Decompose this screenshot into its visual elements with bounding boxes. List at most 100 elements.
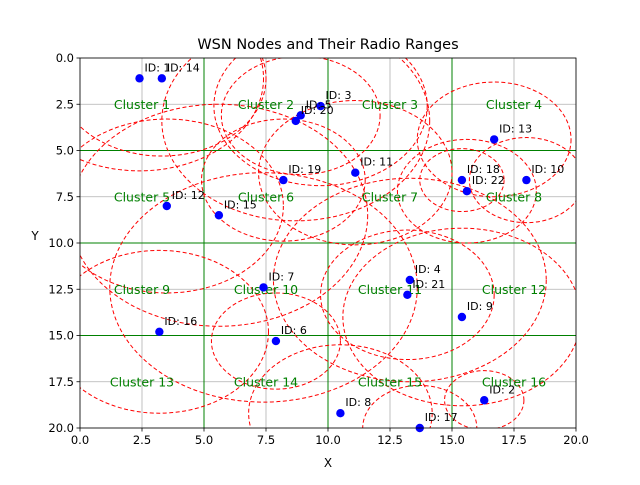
node-label: ID: 17 <box>425 411 458 424</box>
node-label: ID: 19 <box>288 163 321 176</box>
node-point <box>457 312 467 322</box>
node-label: ID: 8 <box>345 396 371 409</box>
radio-range-circle <box>396 138 537 244</box>
radio-range-circle <box>80 249 269 414</box>
y-tick-label: 0.0 <box>56 51 74 65</box>
cluster-label: Cluster 16 <box>482 374 546 389</box>
cluster-label: Cluster 4 <box>486 97 542 112</box>
radio-range-circle <box>80 58 264 172</box>
node-point <box>291 116 300 126</box>
radio-range-circle <box>80 118 284 294</box>
node-point <box>351 168 360 177</box>
cluster-label: Cluster 15 <box>358 374 422 389</box>
node-label: ID: 16 <box>164 315 197 328</box>
node-label: ID: 21 <box>412 278 445 291</box>
y-tick-label: 7.5 <box>56 190 74 204</box>
y-tick-label: 15.0 <box>48 329 74 343</box>
radio-range-circle <box>109 172 418 403</box>
x-tick-label: 10.0 <box>315 433 341 447</box>
y-tick-label: 12.5 <box>48 282 74 296</box>
node-label: ID: 13 <box>499 122 532 135</box>
radio-range-circle <box>468 137 576 224</box>
x-tick-label: 7.5 <box>257 433 275 447</box>
node-point <box>135 74 144 83</box>
node-point <box>157 74 167 83</box>
y-tick-label: 17.5 <box>48 375 74 389</box>
node-point <box>457 175 467 185</box>
x-tick-label: 20.0 <box>563 433 589 447</box>
node-point <box>403 290 412 299</box>
radio-range-circle <box>362 384 478 428</box>
y-axis-label: Y <box>30 229 39 243</box>
node-point <box>271 336 281 346</box>
radio-range-circle <box>258 100 453 246</box>
radio-range-circle <box>210 292 341 390</box>
cluster-label: Cluster 3 <box>362 97 418 112</box>
cluster-label: Cluster 6 <box>238 189 294 204</box>
chart-title: WSN Nodes and Their Radio Ranges <box>197 37 458 53</box>
y-tick-label: 20.0 <box>48 421 74 435</box>
node-label: ID: 11 <box>360 156 393 169</box>
node-point <box>405 275 415 285</box>
node-label: ID: 5 <box>306 98 332 111</box>
node-point <box>462 187 472 196</box>
node-point <box>279 175 288 185</box>
node-point <box>162 201 171 211</box>
radio-range-circle <box>80 58 267 157</box>
radio-range-circle <box>213 58 428 187</box>
node-point <box>336 409 345 418</box>
cluster-label: Cluster 7 <box>362 189 418 204</box>
radio-range-circle <box>416 81 572 198</box>
cluster-label: Cluster 1 <box>114 97 170 112</box>
node-point <box>480 396 489 405</box>
radio-range-circle <box>80 103 369 327</box>
node-point <box>296 111 305 120</box>
node-point <box>489 135 499 144</box>
cluster-label: Cluster 5 <box>114 189 170 204</box>
radio-ranges <box>80 58 576 428</box>
y-tick-label: 2.5 <box>56 97 74 111</box>
cluster-label: Cluster 9 <box>114 282 170 297</box>
node-point <box>316 101 325 111</box>
radio-range-circle <box>342 227 576 407</box>
x-tick-label: 5.0 <box>195 433 213 447</box>
node-label: ID: 20 <box>301 104 334 117</box>
radio-range-circle <box>161 58 431 222</box>
cluster-label: Cluster 12 <box>482 282 546 297</box>
node-point <box>522 175 531 185</box>
node-label: ID: 2 <box>489 383 515 396</box>
node-label: ID: 6 <box>281 324 307 337</box>
radio-range-circle <box>220 58 381 176</box>
node-label: ID: 1 <box>145 61 171 74</box>
cluster-boundary-lines <box>80 58 576 428</box>
node-label: ID: 22 <box>472 174 505 187</box>
radio-range-circle <box>248 344 433 428</box>
x-axis-label: X <box>324 456 332 470</box>
node-label: ID: 10 <box>531 163 564 176</box>
x-tick-label: 15.0 <box>439 433 465 447</box>
node-label: ID: 9 <box>467 300 493 313</box>
node-point <box>214 211 224 220</box>
cluster-label: Cluster 2 <box>238 97 294 112</box>
node-label: ID: 4 <box>415 263 441 276</box>
radio-range-circle <box>320 229 495 361</box>
radio-range-circle <box>201 118 366 242</box>
node-label: ID: 12 <box>172 189 205 202</box>
cluster-label: Cluster 8 <box>486 189 542 204</box>
y-tick-label: 5.0 <box>56 144 74 158</box>
nodes <box>135 74 531 433</box>
y-tick-label: 10.0 <box>48 236 74 250</box>
radio-range-circle <box>419 148 505 213</box>
radio-range-circle <box>444 370 525 428</box>
node-label: ID: 3 <box>326 89 352 102</box>
node-point <box>259 283 268 292</box>
axis-ticks: 0.0 2.5 5.0 7.5 10.0 12.5 15.0 17.5 20.00.02.55.… <box>48 51 588 447</box>
node-labels: ID: 2 ID: 3 ID: 4 ID: 5 ID: 6 ID: 7 ID: 8 ID: 9… <box>145 61 565 424</box>
node-label: ID: 15 <box>224 198 257 211</box>
x-tick-label: 0.0 <box>71 433 89 447</box>
node-label: ID: 7 <box>269 270 295 283</box>
cluster-label: Cluster 13 <box>110 374 174 389</box>
x-tick-label: 17.5 <box>501 433 527 447</box>
node-point <box>155 327 164 336</box>
